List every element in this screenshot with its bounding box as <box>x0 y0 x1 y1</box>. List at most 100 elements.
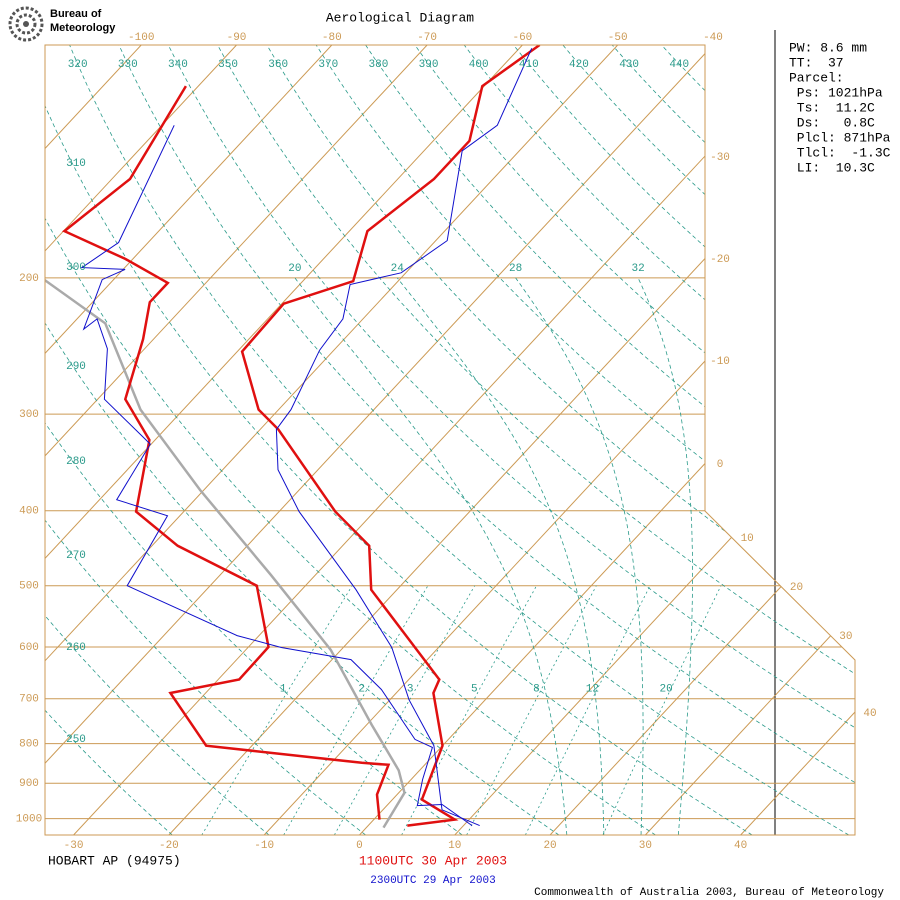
isotherm-label: 30 <box>839 631 852 643</box>
background-lines <box>45 45 855 835</box>
dry-adiabat <box>45 45 270 835</box>
footer: Commonwealth of Australia 2003, Bureau o… <box>534 887 884 899</box>
parcel-curve <box>45 278 406 829</box>
legend-entry: 2300UTC 29 Apr 2003 <box>370 875 495 887</box>
y-tick-label: 400 <box>19 506 39 518</box>
isotherm <box>263 45 855 835</box>
info-line: Plcl: 871hPa <box>789 130 891 145</box>
temperature-profile <box>240 45 541 827</box>
mixing-ratio-line <box>334 585 476 835</box>
moist-adiabat-label: 24 <box>391 263 405 275</box>
isotherm-label: -60 <box>512 32 532 44</box>
dry-adiabat-label: 300 <box>66 262 86 274</box>
moist-adiabat-label: 32 <box>631 263 644 275</box>
mixing-ratio-line <box>525 585 651 835</box>
y-tick-label: 700 <box>19 694 39 706</box>
dry-adiabat-label: 290 <box>66 361 86 373</box>
logo-text: Bureau of <box>50 8 102 20</box>
dry-adiabat-label: 250 <box>66 734 86 746</box>
legend-entry: 1100UTC 30 Apr 2003 <box>359 853 507 868</box>
temperature-profile <box>275 48 533 827</box>
y-tick-label: 1000 <box>16 814 42 826</box>
y-tick-label: 800 <box>19 739 39 751</box>
moist-adiabat <box>396 277 605 835</box>
dry-adiabat-label: 310 <box>66 158 86 170</box>
isotherm-label: 40 <box>863 708 876 720</box>
info-line: Ts: 11.2C <box>789 100 875 115</box>
dry-adiabat <box>45 45 560 835</box>
mixing-ratio-line <box>466 585 597 835</box>
mixing-ratio-label: 8 <box>533 684 540 696</box>
info-line: LI: 10.3C <box>789 160 875 175</box>
dry-adiabat-label: 420 <box>569 59 589 71</box>
isotherm-label: 10 <box>741 533 754 545</box>
isotherm-label: -20 <box>710 254 730 266</box>
logo-text: Meteorology <box>50 22 116 34</box>
y-tick-label: 900 <box>19 778 39 790</box>
isotherm <box>45 45 333 835</box>
isotherm <box>45 45 714 835</box>
x-tick-label: 30 <box>639 840 652 852</box>
mixing-ratio-label: 12 <box>586 684 599 696</box>
x-tick-label: -30 <box>64 840 84 852</box>
mixing-ratio-label: 2 <box>358 684 365 696</box>
plot-frame <box>44 44 856 836</box>
dry-adiabat <box>45 45 463 835</box>
mixing-ratio-label: 1 <box>280 684 287 696</box>
info-line: Ps: 1021hPa <box>789 85 883 100</box>
x-tick-label: -20 <box>159 840 179 852</box>
dry-adiabat-label: 430 <box>619 59 639 71</box>
moist-adiabat <box>294 277 568 835</box>
logo <box>8 6 44 42</box>
dry-adiabat-label: 260 <box>66 642 86 654</box>
dry-adiabat-label: 350 <box>218 59 238 71</box>
info-line: Tlcl: -1.3C <box>789 145 891 160</box>
x-tick-label: -10 <box>254 840 274 852</box>
dry-adiabat-label: 440 <box>669 59 689 71</box>
dry-adiabat-label: 400 <box>469 59 489 71</box>
isotherm <box>45 45 237 835</box>
isotherm <box>549 45 855 835</box>
moist-adiabat <box>637 277 693 835</box>
isotherm-label: -90 <box>227 32 247 44</box>
station-label: HOBART AP (94975) <box>48 853 181 868</box>
isotherm-label: 20 <box>790 582 803 594</box>
isotherm-label: -50 <box>608 32 628 44</box>
dewpoint-profile <box>80 125 473 827</box>
x-tick-label: 0 <box>356 840 363 852</box>
dry-adiabat-label: 360 <box>268 59 288 71</box>
info-line: PW: 8.6 mm <box>789 40 867 55</box>
dry-adiabat-label: 410 <box>519 59 539 71</box>
x-tick-label: 40 <box>734 840 747 852</box>
isotherm-label: -30 <box>710 152 730 164</box>
info-line: Ds: 0.8C <box>789 115 875 130</box>
x-tick-label: 20 <box>543 840 556 852</box>
isotherm-label: 0 <box>717 459 724 471</box>
dry-adiabat-label: 270 <box>66 550 86 562</box>
dry-adiabat <box>167 45 855 835</box>
isotherm-label: -40 <box>703 32 723 44</box>
moist-adiabat <box>515 277 644 835</box>
moist-adiabat-label: 20 <box>288 263 301 275</box>
dry-adiabat <box>45 45 366 835</box>
isotherm <box>73 45 809 835</box>
mixing-ratio-line <box>201 585 353 835</box>
isotherm-label: -100 <box>128 32 154 44</box>
dry-adiabat <box>69 45 850 835</box>
y-tick-label: 500 <box>19 581 39 593</box>
dry-adiabat <box>45 45 753 835</box>
dry-adiabat <box>315 45 855 835</box>
x-tick-label: 10 <box>448 840 461 852</box>
mixing-ratio-line <box>602 585 722 835</box>
isotherm <box>644 45 855 835</box>
moist-adiabat-label: 28 <box>509 263 522 275</box>
mixing-ratio-label: 5 <box>471 684 478 696</box>
dry-adiabat-label: 390 <box>419 59 439 71</box>
dry-adiabat <box>45 45 656 835</box>
dry-adiabat-label: 320 <box>68 59 88 71</box>
y-tick-label: 300 <box>19 409 39 421</box>
info-line: Parcel: <box>789 70 844 85</box>
isotherm-label: -10 <box>710 356 730 368</box>
